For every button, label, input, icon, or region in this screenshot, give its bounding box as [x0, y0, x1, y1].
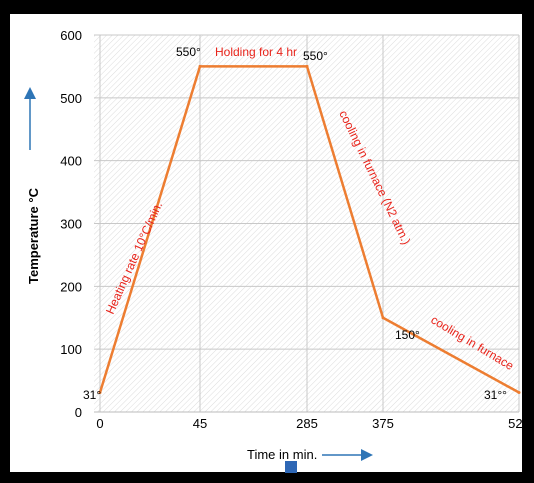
y-tick-label: 0	[75, 405, 82, 420]
x-tick-label: 0	[96, 416, 103, 431]
data-point	[517, 391, 521, 395]
x-tick-label: 285	[296, 416, 318, 431]
y-tick-label: 500	[60, 91, 82, 106]
data-point	[98, 391, 102, 395]
y-axis-title: Temperature °C	[26, 187, 41, 284]
data-point	[198, 64, 202, 68]
y-axis-ticks: 0 100 200 300 400 500 600	[60, 28, 82, 420]
annotation-holding: Holding for 4 hr	[215, 45, 297, 59]
x-axis-title: Time in min.	[247, 447, 317, 462]
point-label-intermediate: 150°	[395, 328, 420, 342]
x-tick-label: 375	[372, 416, 394, 431]
x-tick-label: 45	[193, 416, 207, 431]
x-axis-ticks: 0 45 285 375 525	[96, 416, 529, 431]
data-points	[98, 64, 521, 395]
point-label-start: 31°	[83, 388, 101, 402]
y-tick-label: 100	[60, 342, 82, 357]
point-label-end: 31°°	[484, 388, 507, 402]
grid	[94, 34, 520, 412]
y-tick-label: 600	[60, 28, 82, 43]
data-point	[381, 316, 385, 320]
data-point	[305, 64, 309, 68]
y-tick-label: 200	[60, 279, 82, 294]
point-label-peak-start: 550°	[176, 45, 201, 59]
y-tick-label: 400	[60, 154, 82, 169]
slide-marker	[285, 461, 297, 473]
y-tick-label: 300	[60, 217, 82, 232]
x-tick-label: 525	[508, 416, 530, 431]
point-label-peak-end: 550°	[303, 49, 328, 63]
